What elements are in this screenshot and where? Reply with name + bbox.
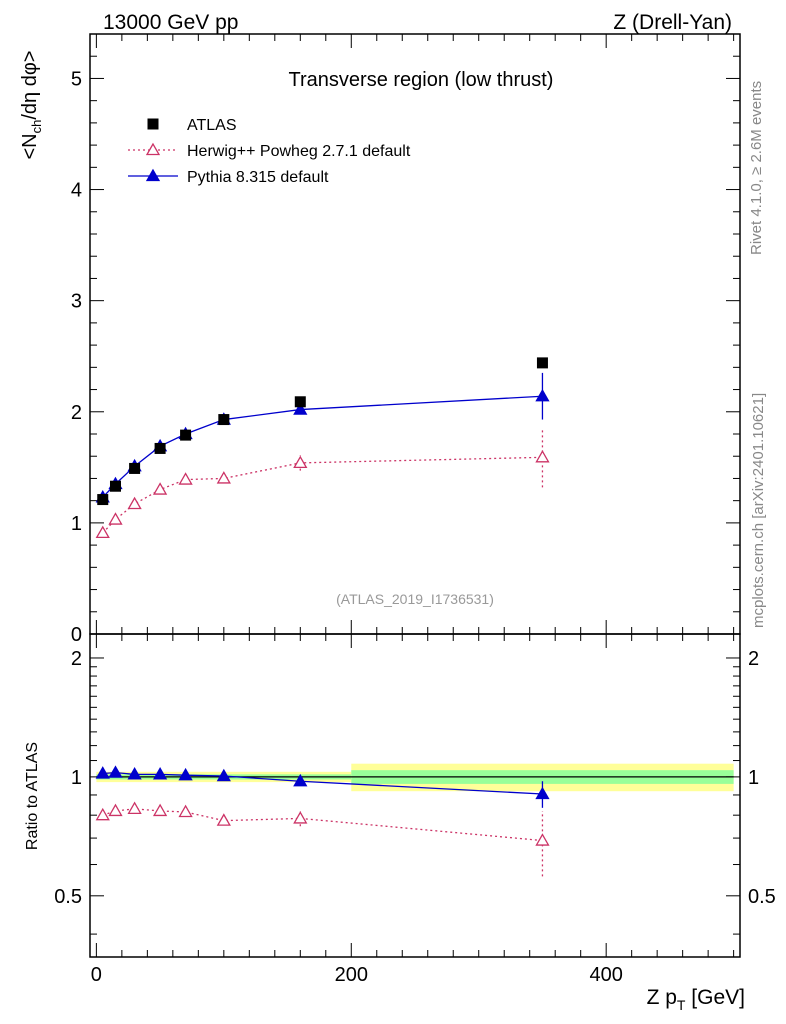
main-x-ticks [95,34,735,634]
legend-marker [145,142,161,156]
ratio-x-ticks: 0 200 400 [91,634,735,986]
pythia-ratio-point [178,767,193,781]
atlas-point [218,414,230,426]
atlas-point [129,462,141,474]
ratio-x-tick-label: 0 [91,964,102,986]
atlas-point [294,396,306,408]
rivet-label: Rivet 4.1.0, ≥ 2.6M events [748,81,765,255]
main-panel: 0 1 2 3 4 5 Transverse region (low thrust) (A… [71,33,741,646]
pythia-ratio-point [152,767,168,780]
chart-title: Transverse region (low thrust) [289,69,554,91]
herwig-point [293,455,308,469]
herwig-ratio-point [178,804,193,818]
pythia-ratio-point [95,766,110,779]
mcplots-label: mcplots.cern.ch [arXiv:2401.10621] [750,393,767,628]
ratio-y-axis-label: Ratio to ATLAS [24,742,41,850]
pythia-ratio-point [535,786,550,800]
main-y-tick-label: 3 [71,291,82,313]
legend-marker-atlas [147,118,159,130]
analysis-watermark: (ATLAS_2019_I1736531) [336,591,494,607]
main-y-tick-label: 4 [71,180,82,202]
ratio-x-tick-label: 200 [335,964,368,986]
ratio-y-tick-label-right: 1 [748,767,759,789]
main-y-tick-label: 0 [71,624,82,646]
ratio-panel: 0.5 0.5 1 1 2 2 0 200 400 [54,633,776,986]
header-right: Z (Drell-Yan) [613,11,732,34]
herwig-ratio-point [293,811,308,824]
herwig-line [102,456,543,534]
main-y-tick-label: 2 [71,402,82,424]
herwig-ratio-point [108,803,123,817]
herwig-ratio-line [102,808,543,842]
ratio-y-tick-label: 1 [71,767,82,789]
ratio-y-ticks: 0.5 0.5 1 1 2 2 [54,648,776,935]
pythia-point [293,402,308,415]
pythia-ratio-point [108,765,123,778]
herwig-point [216,471,231,484]
herwig-point [152,482,168,495]
legend-label: Herwig++ Powheg 2.7.1 default [187,143,411,160]
ratio-y-tick-label: 0.5 [54,886,82,908]
ratio-y-tick-label-right: 0.5 [748,886,776,908]
herwig-ratio-point [127,801,142,815]
main-y-ticks: 0 1 2 3 4 5 [71,33,740,646]
herwig-ratio-point [95,807,110,821]
atlas-point [180,429,192,441]
x-axis-label: Z pT [GeV] [647,986,745,1013]
ratio-y-tick-label-right: 2 [748,648,759,670]
main-y-axis-label: <Nch/dη dφ> [19,51,44,160]
pythia-ratio-point [127,767,142,780]
herwig-ratio-point [216,813,231,826]
ratio-y-tick-label: 2 [71,648,82,670]
main-data [95,357,550,539]
atlas-point [154,442,166,454]
atlas-point [97,494,109,506]
pythia-point [535,388,550,402]
legend: ATLAS Herwig++ Powheg 2.7.1 default Pythia… [128,117,411,186]
ratio-data [95,765,550,877]
herwig-point [535,450,550,463]
herwig-point [95,525,110,539]
pythia-ratio-point [293,773,308,787]
main-y-tick-label: 5 [71,68,82,90]
header-left: 13000 GeV pp [103,11,238,34]
herwig-point [127,496,142,510]
legend-label: ATLAS [187,117,237,134]
herwig-point [108,512,123,525]
herwig-point [178,472,193,485]
atlas-point [109,480,121,492]
atlas-point [536,357,548,369]
main-y-tick-label: 1 [71,513,82,535]
pythia-ratio-point [216,768,231,782]
ratio-frame [89,633,741,958]
pythia-line [102,395,543,498]
herwig-ratio-point [152,803,168,817]
legend-marker [145,168,161,182]
herwig-ratio-point [535,833,550,846]
ratio-x-tick-label: 400 [589,964,622,986]
legend-label: Pythia 8.315 default [187,169,329,186]
